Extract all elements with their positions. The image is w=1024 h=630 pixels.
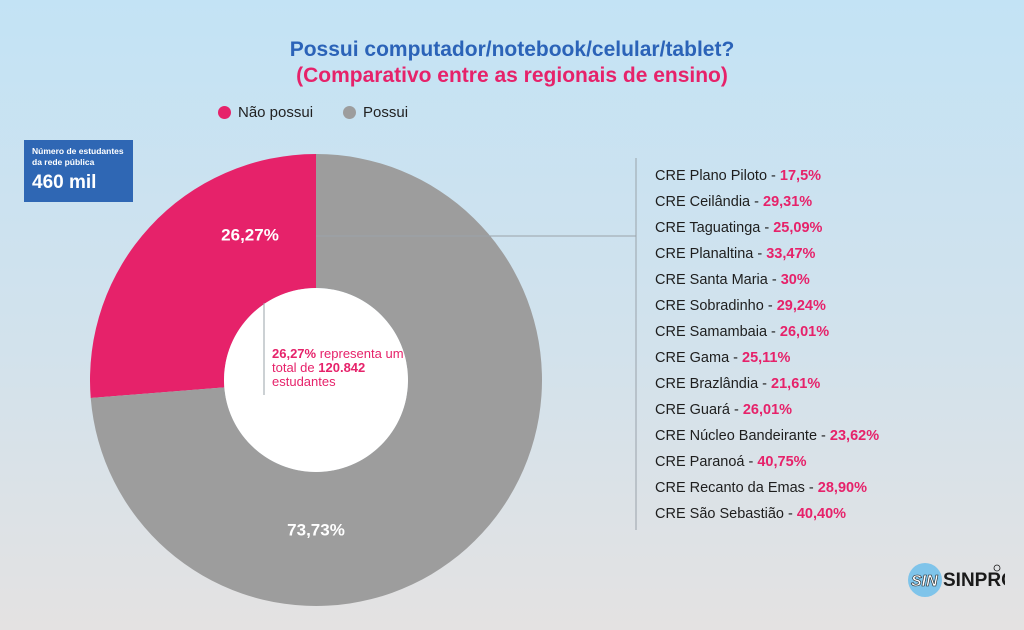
regional-name: CRE Brazlândia - <box>655 376 772 392</box>
regional-pct: 25,09% <box>773 220 823 236</box>
regional-item: CRE Plano Piloto - 17,5% <box>655 163 879 189</box>
regional-name: CRE Taguatinga - <box>655 220 774 236</box>
regional-name: CRE Paranoá - <box>655 454 758 470</box>
regional-item: CRE Gama - 25,11% <box>655 345 879 371</box>
regional-pct: 26,01% <box>779 324 830 340</box>
center-note-text2: estudantes <box>272 374 336 389</box>
center-note-text1: representa um total de <box>272 346 404 375</box>
slice-label-nao-possui: 26,27% <box>221 225 279 244</box>
regional-name: CRE Recanto da Emas - <box>655 480 818 496</box>
legend-label-nao-possui: Não possui <box>238 104 314 121</box>
donut-hole <box>224 288 408 472</box>
regional-pct: 30% <box>780 272 810 288</box>
legend-item-possui: Possui <box>343 104 408 121</box>
regional-pct: 28,90% <box>817 480 867 496</box>
regional-name: CRE Guará - <box>655 402 743 418</box>
center-note-count: 120.842 <box>318 360 366 375</box>
regional-name: CRE Núcleo Bandeirante - <box>655 428 830 444</box>
regional-pct: 29,24% <box>776 298 826 314</box>
center-note: 26,27% representa um total de 120.842 es… <box>272 347 412 389</box>
regional-item: CRE São Sebastião - 40,40% <box>655 501 879 527</box>
regional-pct: 40,75% <box>757 454 807 470</box>
regional-item: CRE Ceilândia - 29,31% <box>655 189 879 215</box>
donut-slice-nao-possui <box>90 154 316 399</box>
regional-name: CRE Planaltina - <box>655 246 767 262</box>
regional-item: CRE Taguatinga - 25,09% <box>655 215 879 241</box>
regional-name: CRE Sobradinho - <box>655 298 777 314</box>
regional-item: CRE Sobradinho - 29,24% <box>655 293 879 319</box>
sinpro-logo: SIN SINPRO <box>908 563 1005 597</box>
regional-item: CRE Recanto da Emas - 28,90% <box>655 475 879 501</box>
chart-subtitle: (Comparativo entre as regionais de ensin… <box>296 64 728 87</box>
regional-item: CRE Núcleo Bandeirante - 23,62% <box>655 423 879 449</box>
regional-pct: 17,5% <box>779 168 822 184</box>
regional-pct: 23,62% <box>829 428 880 444</box>
regional-name: CRE Gama - <box>655 350 743 366</box>
regional-item: CRE Planaltina - 33,47% <box>655 241 879 267</box>
regional-name: CRE São Sebastião - <box>655 506 797 522</box>
logo-text: SINPRO <box>943 570 1005 591</box>
regional-name: CRE Ceilândia - <box>655 194 763 210</box>
regional-name: CRE Samambaia - <box>655 324 780 340</box>
regional-name: CRE Plano Piloto - <box>655 168 780 184</box>
regional-item: CRE Brazlândia - 21,61% <box>655 371 879 397</box>
svg-text:SIN: SIN <box>911 573 938 590</box>
regional-item: CRE Santa Maria - 30% <box>655 267 879 293</box>
regional-list: CRE Plano Piloto - 17,5% CRE Ceilândia - … <box>655 163 879 527</box>
regional-name: CRE Santa Maria - <box>655 272 781 288</box>
student-count-value: 460 mil <box>32 172 97 193</box>
regional-pct: 29,31% <box>763 194 813 210</box>
regional-pct: 25,11% <box>742 350 791 366</box>
regional-item: CRE Paranoá - 40,75% <box>655 449 879 475</box>
donut-slice-possui <box>90 154 542 606</box>
regional-pct: 21,61% <box>771 376 821 392</box>
center-note-pct: 26,27% <box>272 346 317 361</box>
student-count-box: Número de estudantes da rede pública 460… <box>24 140 133 202</box>
regional-pct: 26,01% <box>742 402 793 418</box>
regional-pct: 33,47% <box>766 246 816 262</box>
regional-item: CRE Samambaia - 26,01% <box>655 319 879 345</box>
slice-label-possui: 73,73% <box>287 520 345 539</box>
legend-label-possui: Possui <box>363 104 409 121</box>
student-count-label: Número de estudantes da rede pública <box>32 146 124 167</box>
legend: Não possui Possui <box>218 104 438 121</box>
legend-swatch-possui <box>343 106 357 119</box>
regional-item: CRE Guará - 26,01% <box>655 397 879 423</box>
chart-title: Possui computador/notebook/celular/table… <box>289 38 735 61</box>
regional-pct: 40,40% <box>796 506 847 522</box>
legend-swatch-nao-possui <box>218 106 231 119</box>
legend-item-nao-possui: Não possui <box>218 104 313 121</box>
